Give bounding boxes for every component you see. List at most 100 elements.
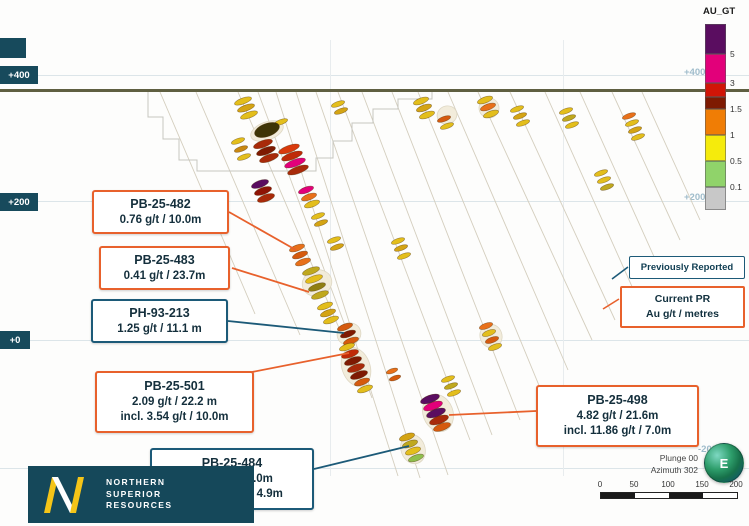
drill-interval — [251, 179, 269, 189]
scale-tick-200: 200 — [729, 480, 743, 489]
callout-pb-25-482: PB-25-482 0.76 g/t / 10.0m — [92, 190, 229, 234]
plunge-label: Plunge 00 — [659, 453, 698, 463]
drill-interval — [479, 322, 493, 330]
drill-interval — [631, 133, 645, 141]
drill-interval — [308, 282, 326, 292]
callout-value-incl: incl. 3.54 g/t / 10.0m — [120, 411, 229, 423]
drill-interval — [386, 367, 398, 375]
previously-reported-label: Previously Reported — [640, 262, 734, 273]
drill-interval — [334, 107, 348, 115]
drill-interval — [341, 349, 359, 359]
drill-trace — [295, 91, 421, 479]
drill-trace — [391, 91, 521, 421]
legend-current-pr: Current PR Au g/t / metres — [620, 286, 745, 328]
pit-outline — [147, 92, 433, 172]
drill-interval — [357, 384, 373, 394]
drill-interval — [292, 250, 308, 260]
au-gt-legend-title: AU_GT — [703, 6, 736, 17]
legend-tick-label: 5 — [730, 49, 735, 59]
elevation-label-right-400: +400 — [684, 67, 706, 78]
callout-pb-25-483: PB-25-483 0.41 g/t / 23.7m — [99, 246, 230, 290]
drill-trace — [579, 91, 661, 271]
drill-interval — [278, 143, 300, 155]
legend-color-swatch — [705, 109, 726, 135]
drill-interval — [444, 382, 458, 390]
orientation-globe-icon[interactable]: E — [704, 443, 744, 483]
elevation-badge-partial — [0, 38, 26, 58]
legend-leader-line — [602, 298, 620, 310]
drill-interval — [298, 185, 314, 195]
callout-title: PH-93-213 — [129, 305, 190, 320]
callout-value: 4.82 g/t / 21.6m — [576, 410, 659, 423]
drill-interval — [389, 374, 401, 382]
drill-interval — [600, 183, 614, 191]
drill-interval — [350, 370, 368, 380]
drill-trace — [544, 91, 639, 301]
scale-tick-0: 0 — [597, 480, 603, 489]
drill-interval — [441, 375, 455, 383]
drill-interval — [331, 100, 345, 108]
legend-tick-label: 1.5 — [730, 104, 742, 114]
drill-interval — [289, 243, 305, 253]
drill-interval — [483, 109, 499, 119]
view-orientation-info: Plunge 00 Azimuth 302 — [612, 452, 698, 477]
drill-trace — [337, 91, 471, 441]
elevation-label-right-200: +200 — [684, 192, 706, 203]
drill-interval — [405, 446, 421, 456]
logo-wordmark: NORTHERN SUPERIOR RESOURCES — [106, 477, 172, 513]
drill-interval — [314, 219, 328, 227]
drill-interval — [254, 186, 272, 196]
drill-interval — [311, 290, 329, 300]
scale-tick-150: 150 — [695, 480, 709, 489]
drill-interval — [625, 119, 639, 127]
drill-interval — [340, 329, 356, 339]
legend-color-swatch — [705, 24, 726, 54]
drill-interval — [419, 110, 435, 120]
legend-color-swatch — [705, 97, 726, 109]
au-gt-colorbar-labels: 5 3 1.5 1 0.5 0.1 — [730, 24, 748, 224]
drill-interval — [433, 422, 451, 432]
callout-title: PB-25-483 — [134, 252, 195, 267]
gridline-vertical-1 — [330, 40, 331, 476]
drill-interval — [594, 169, 608, 177]
company-logo: NORTHERN SUPERIOR RESOURCES — [28, 466, 254, 523]
drill-interval — [311, 212, 325, 220]
scale-bar-segment — [635, 493, 669, 498]
topography-surface-line — [0, 89, 749, 92]
elevation-badge-400: +400 — [0, 66, 38, 84]
drill-interval — [622, 112, 636, 120]
drill-interval — [234, 145, 248, 153]
gridline-elev-neg200 — [0, 468, 749, 469]
drill-interval — [253, 138, 273, 150]
callout-leader-line — [227, 320, 345, 334]
drill-interval — [287, 164, 309, 176]
elevation-label-0: +0 — [9, 334, 21, 346]
callout-title: PB-25-501 — [144, 379, 205, 394]
callout-value: 1.25 g/t / 11.1 m — [117, 322, 202, 335]
drill-interval — [284, 157, 306, 169]
drill-trace — [361, 91, 493, 436]
drill-trace — [477, 91, 593, 341]
legend-color-swatch — [705, 135, 726, 161]
drill-interval — [237, 103, 255, 113]
drill-interval — [399, 432, 415, 442]
au-gt-colorbar — [705, 24, 726, 224]
elevation-badge-0: +0 — [0, 331, 30, 349]
drill-interval — [391, 237, 405, 245]
logo-line-1: NORTHERN — [106, 476, 166, 487]
legend-previously-reported: Previously Reported — [629, 256, 745, 279]
legend-tick-label: 0.5 — [730, 156, 742, 166]
legend-leader-line — [611, 266, 629, 280]
drill-interval — [295, 257, 311, 267]
drill-interval — [302, 266, 320, 276]
drill-interval — [408, 453, 424, 463]
drill-interval — [354, 377, 370, 387]
drill-interval — [562, 114, 576, 122]
current-pr-units: Au g/t / metres — [646, 308, 719, 320]
scale-bar-segment — [703, 493, 737, 498]
drill-interval — [257, 193, 275, 203]
drill-interval — [330, 243, 344, 251]
callout-title: PB-25-498 — [587, 393, 648, 408]
